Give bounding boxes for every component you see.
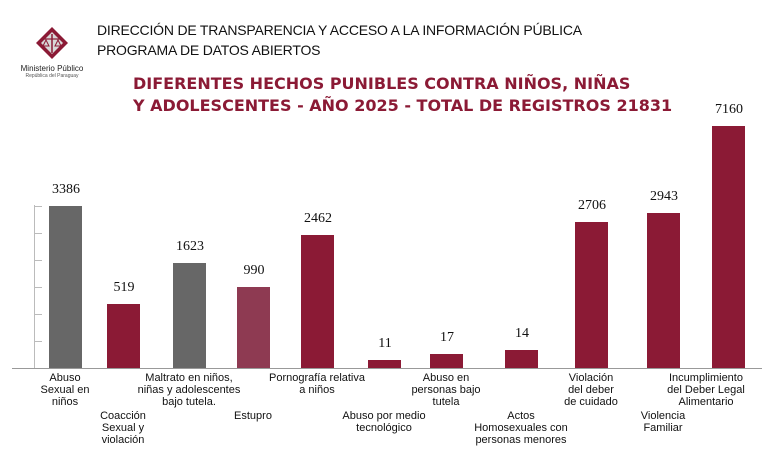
logo-subtitle: República del Paraguay xyxy=(25,73,79,79)
data-label: 17 xyxy=(440,330,454,345)
category-label: Actos Homosexuales con personas menores xyxy=(474,410,568,446)
data-label: 2706 xyxy=(578,198,606,213)
data-label: 3386 xyxy=(52,182,80,197)
data-label: 2943 xyxy=(650,189,678,204)
data-label: 1623 xyxy=(176,239,204,254)
data-label: 990 xyxy=(243,263,265,278)
category-label: Abuso en personas bajo tutela xyxy=(411,372,481,408)
bar xyxy=(712,126,745,368)
x-axis xyxy=(12,368,762,369)
category-label: Violencia Familiar xyxy=(640,410,686,434)
bar xyxy=(107,304,140,368)
data-label: 519 xyxy=(113,280,135,295)
bar xyxy=(647,213,680,368)
data-label: 14 xyxy=(515,326,529,341)
y-tick xyxy=(34,233,42,234)
bar xyxy=(301,235,334,368)
header-line2: PROGRAMA DE DATOS ABIERTOS xyxy=(97,42,321,58)
header-line1: DIRECCIÓN DE TRANSPARENCIA Y ACCESO A LA… xyxy=(97,22,582,38)
y-axis xyxy=(34,205,35,368)
bar xyxy=(49,206,82,368)
data-label: 2462 xyxy=(304,211,332,226)
bar xyxy=(368,360,401,368)
logo-name: Ministerio Público xyxy=(20,64,84,73)
chart-title-line1: DIFERENTES HECHOS PUNIBLES CONTRA NIÑOS,… xyxy=(133,74,631,93)
logo: Ministerio Público República del Paragua… xyxy=(16,26,88,79)
y-tick xyxy=(34,287,42,288)
bar xyxy=(505,350,538,368)
bar xyxy=(430,354,463,368)
bar xyxy=(575,222,608,368)
bar xyxy=(237,287,270,368)
data-label: 11 xyxy=(378,336,392,351)
bar xyxy=(173,263,206,368)
y-tick xyxy=(34,260,42,261)
category-label: Coacción Sexual y violación xyxy=(100,410,146,446)
category-label: Abuso por medio tecnológico xyxy=(342,410,426,434)
category-label: Pornografía relativa a niños xyxy=(269,372,365,396)
category-label: Maltrato en niños, niñas y adolescentes … xyxy=(137,372,241,408)
y-tick xyxy=(34,206,42,207)
y-tick xyxy=(34,314,42,315)
chart-title-line2: Y ADOLESCENTES - AÑO 2025 - TOTAL DE REG… xyxy=(133,96,673,115)
category-label: Abuso Sexual en niños xyxy=(40,372,90,408)
category-label: Violación del deber de cuidado xyxy=(564,372,618,408)
category-label: Incumplimiento del Deber Legal Alimentar… xyxy=(667,372,745,408)
category-label: Estupro xyxy=(234,410,272,422)
data-label: 7160 xyxy=(715,102,743,117)
scales-icon xyxy=(36,27,68,59)
y-tick xyxy=(34,341,42,342)
